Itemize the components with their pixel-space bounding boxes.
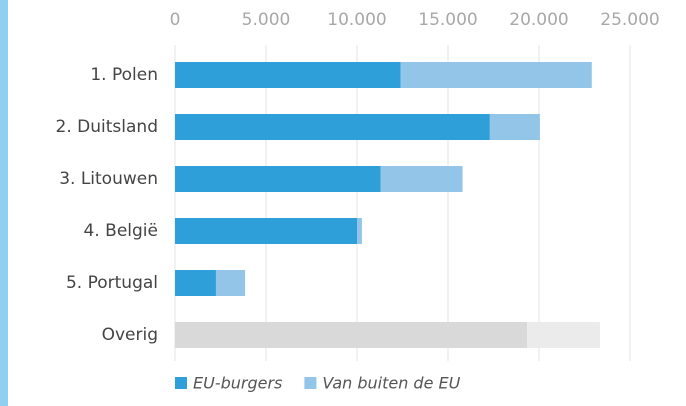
x-tick-label: 15.000	[418, 10, 477, 30]
legend-swatch	[304, 377, 317, 389]
category-label: Overig	[102, 325, 158, 345]
legend-label: EU-burgers	[193, 374, 282, 393]
x-tick-label: 25.000	[600, 10, 659, 30]
x-tick-label: 20.000	[509, 10, 568, 30]
bar-segment	[380, 166, 463, 192]
legend-swatch	[175, 377, 187, 389]
bar-segment	[175, 270, 216, 296]
category-label: 5. Portugal	[66, 273, 158, 293]
bar-segment	[175, 62, 401, 88]
x-tick-label: 0	[170, 10, 181, 30]
category-label: 4. België	[84, 221, 158, 241]
bar-segment	[175, 166, 381, 192]
category-label: 2. Duitsland	[56, 117, 158, 137]
legend-label: Van buiten de EU	[322, 374, 460, 393]
category-label: 1. Polen	[90, 65, 158, 85]
side-strip	[0, 0, 8, 406]
bar-segment	[489, 114, 540, 140]
bar-segment	[357, 218, 362, 244]
bar-segment	[175, 218, 357, 244]
x-tick-label: 5.000	[242, 10, 291, 30]
category-label: 3. Litouwen	[59, 169, 158, 189]
bar-segment	[175, 114, 490, 140]
bar-segment	[400, 62, 592, 88]
bar-segment	[215, 270, 246, 296]
bar-segment	[175, 322, 528, 348]
x-tick-label: 10.000	[327, 10, 386, 30]
bar-segment	[527, 322, 600, 348]
